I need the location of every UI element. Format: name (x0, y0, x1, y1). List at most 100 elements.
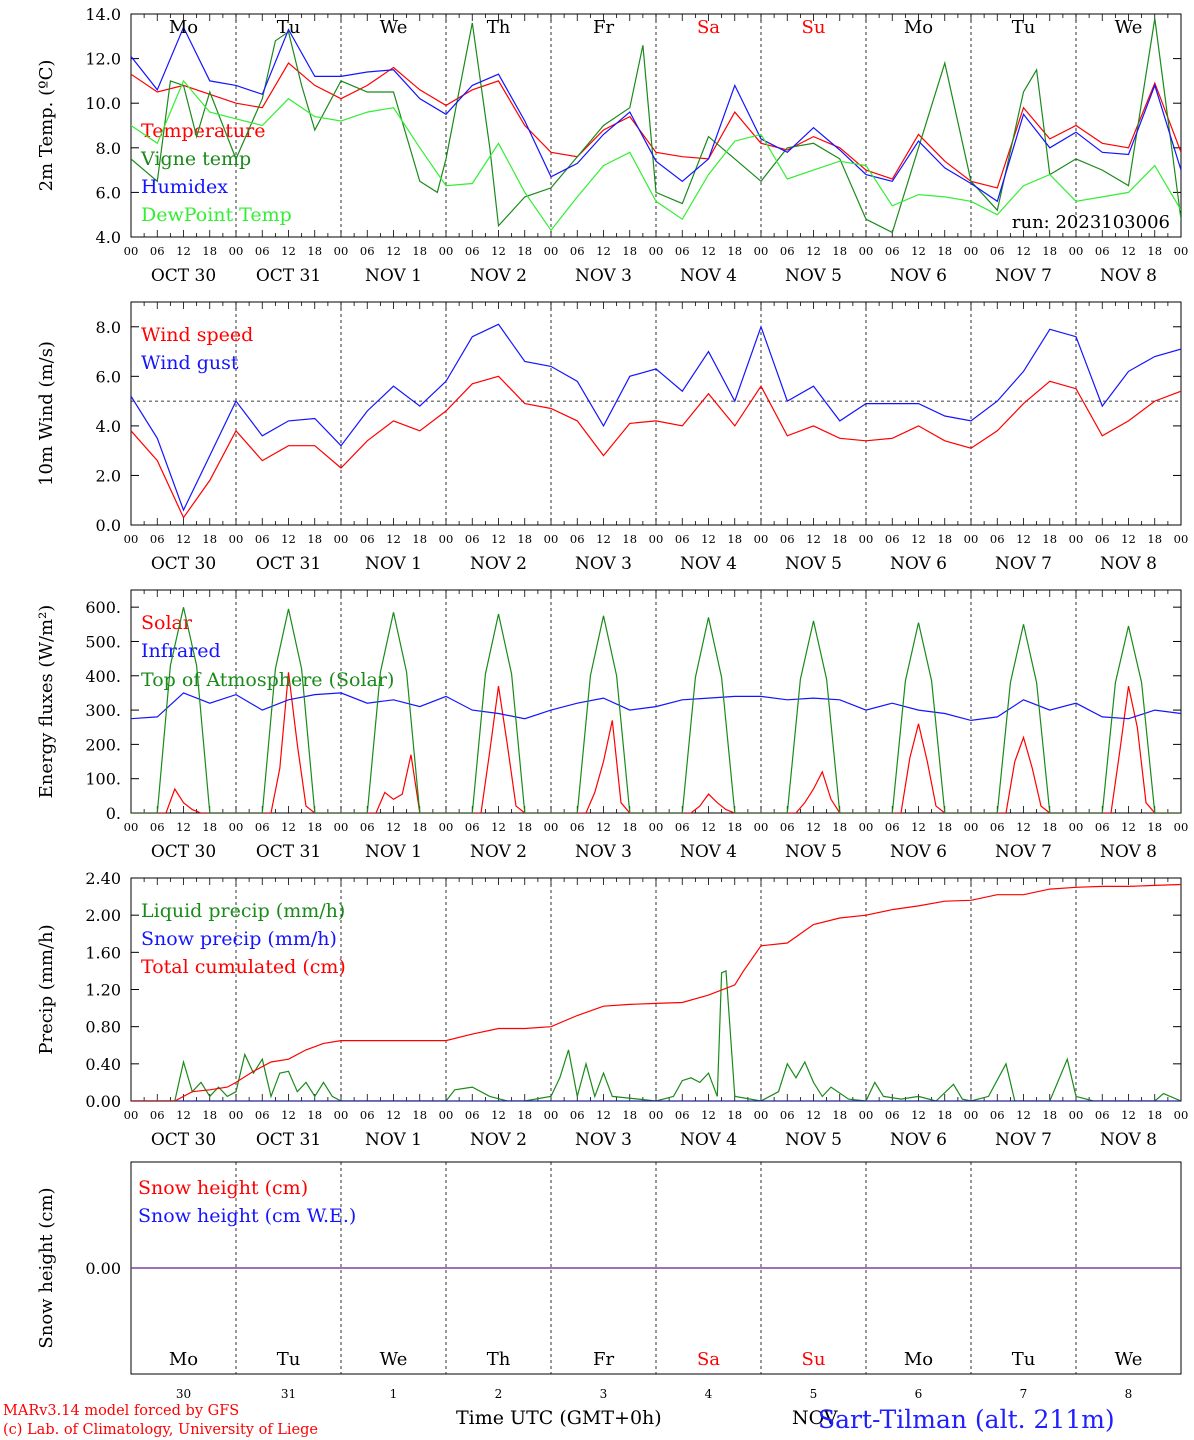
day-of-week-label: Tu (1012, 1349, 1036, 1370)
hour-tick-label: 18 (412, 820, 427, 834)
y-tick-label: 8.0 (96, 318, 121, 337)
hour-tick-label: 00 (1174, 532, 1189, 546)
y-tick-label: 600. (85, 598, 121, 617)
y-tick-label: 0. (106, 804, 121, 823)
hour-tick-label: 06 (990, 820, 1005, 834)
hour-tick-label: 06 (885, 1108, 900, 1122)
hour-tick-label: 00 (229, 532, 244, 546)
hour-tick-label: 12 (386, 244, 401, 258)
date-label: NOV 7 (995, 554, 1052, 574)
y-tick-label: 2.40 (85, 869, 121, 888)
day-of-week-label: We (380, 1349, 408, 1370)
hour-tick-label: 00 (229, 1108, 244, 1122)
y-axis-label: Snow height (cm) (36, 1187, 57, 1348)
hour-tick-label: 06 (150, 532, 165, 546)
day-of-week-label: Th (487, 1349, 511, 1370)
series-line-liquid-precip-mm-h- (131, 970, 1181, 1101)
hour-tick-label: 12 (281, 244, 296, 258)
hour-tick-label: 18 (1147, 244, 1162, 258)
hour-tick-label: 18 (622, 532, 637, 546)
hour-tick-label: 18 (1147, 532, 1162, 546)
date-label: NOV 5 (785, 554, 842, 574)
date-label: NOV 1 (365, 1130, 422, 1150)
date-label: NOV 2 (470, 1130, 527, 1150)
hour-tick-label: 06 (885, 244, 900, 258)
hour-tick-label: 12 (281, 820, 296, 834)
hour-tick-label: 06 (255, 532, 270, 546)
date-label: NOV 5 (785, 266, 842, 286)
hour-tick-label: 00 (439, 532, 454, 546)
y-tick-label: 8.0 (96, 139, 121, 158)
hour-tick-label: 12 (386, 1108, 401, 1122)
hour-tick-label: 06 (465, 1108, 480, 1122)
footer: MARv3.14 model forced by GFS (c) Lab. of… (3, 1403, 1115, 1438)
legend-entry: Liquid precip (mm/h) (141, 900, 345, 922)
day-of-week-label: Mo (169, 17, 198, 38)
hour-tick-label: 00 (1069, 532, 1084, 546)
hour-tick-label: 18 (1147, 1108, 1162, 1122)
hour-tick-label: 00 (439, 244, 454, 258)
y-tick-label: 0.40 (85, 1055, 121, 1074)
y-tick-label: 4.0 (96, 417, 121, 436)
hour-tick-label: 00 (754, 820, 769, 834)
day-number-label: 4 (705, 1387, 713, 1401)
hour-tick-label: 06 (675, 244, 690, 258)
hour-tick-label: 06 (360, 532, 375, 546)
hour-tick-label: 12 (1016, 820, 1031, 834)
date-label: OCT 30 (151, 266, 216, 286)
date-label: NOV 5 (785, 842, 842, 862)
hour-tick-label: 18 (937, 244, 952, 258)
y-tick-label: 1.20 (85, 981, 121, 1000)
run-label: run: 2023103006 (1012, 212, 1170, 233)
hour-tick-label: 12 (386, 820, 401, 834)
hour-tick-label: 00 (859, 244, 874, 258)
y-axis-label: Precip (mm/h) (36, 924, 57, 1054)
hour-tick-label: 00 (649, 1108, 664, 1122)
hour-tick-label: 06 (570, 1108, 585, 1122)
hour-tick-label: 12 (386, 532, 401, 546)
nov-fragment: NOV (792, 1407, 838, 1429)
hour-tick-label: 12 (491, 820, 506, 834)
hour-tick-label: 06 (570, 244, 585, 258)
hour-tick-label: 06 (885, 820, 900, 834)
hour-tick-label: 18 (727, 1108, 742, 1122)
legend-entry: Temperature (141, 120, 265, 142)
date-label: NOV 3 (575, 842, 632, 862)
day-number-label: 31 (281, 1387, 296, 1401)
hour-tick-label: 00 (124, 820, 139, 834)
series-line-solar (131, 672, 1181, 813)
hour-tick-label: 18 (517, 1108, 532, 1122)
hour-tick-label: 18 (937, 532, 952, 546)
day-of-week-label: Su (802, 17, 826, 38)
hour-tick-label: 06 (780, 532, 795, 546)
date-label: NOV 4 (680, 554, 737, 574)
hour-tick-label: 12 (806, 820, 821, 834)
hour-tick-label: 00 (754, 1108, 769, 1122)
hour-tick-label: 12 (1016, 532, 1031, 546)
hour-tick-label: 06 (1095, 1108, 1110, 1122)
hour-tick-label: 12 (911, 820, 926, 834)
legend-entry: Snow height (cm) (138, 1177, 308, 1199)
hour-tick-label: 00 (754, 244, 769, 258)
y-tick-label: 1.60 (85, 943, 121, 962)
date-label: NOV 6 (890, 266, 947, 286)
hour-tick-label: 18 (1042, 244, 1057, 258)
date-label: NOV 1 (365, 842, 422, 862)
date-label: NOV 7 (995, 266, 1052, 286)
hour-tick-label: 12 (596, 532, 611, 546)
hour-tick-label: 18 (832, 244, 847, 258)
panel-5: 0.00 Snow height (cm) Snow height (cm) Snow… (36, 1161, 1182, 1401)
y-tick-label: 200. (85, 735, 121, 754)
hour-tick-label: 12 (806, 1108, 821, 1122)
hour-tick-label: 12 (701, 820, 716, 834)
day-number-label: 7 (1020, 1387, 1028, 1401)
hour-tick-label: 18 (622, 244, 637, 258)
day-number-label: 30 (176, 1387, 191, 1401)
day-of-week-label: Mo (904, 1349, 933, 1370)
y-axis-label: Energy fluxes (W/m²) (36, 605, 57, 799)
y-axis-label: 10m Wind (m/s) (36, 341, 57, 486)
hour-tick-label: 12 (806, 532, 821, 546)
hour-tick-label: 18 (517, 820, 532, 834)
hour-tick-label: 18 (517, 244, 532, 258)
y-tick-label: 0.80 (85, 1018, 121, 1037)
